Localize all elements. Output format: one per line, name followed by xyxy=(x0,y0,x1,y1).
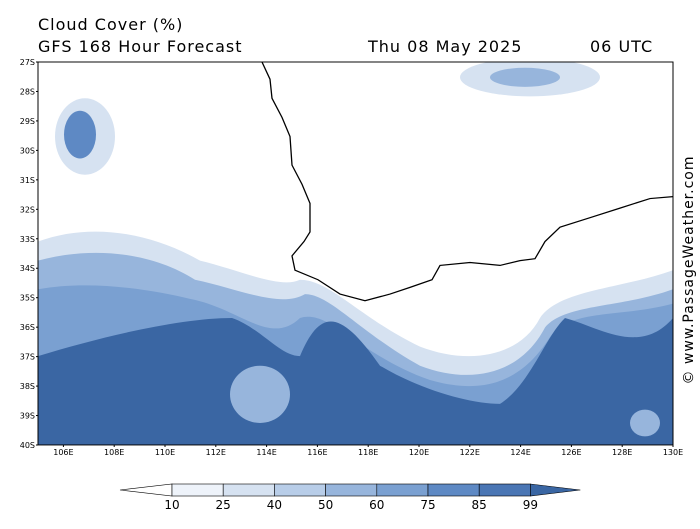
lat-label: 27S xyxy=(20,58,35,67)
lat-label: 30S xyxy=(20,146,35,155)
clouds xyxy=(38,61,673,445)
map-frame xyxy=(37,61,674,446)
lon-label: 120E xyxy=(409,448,429,457)
colorbar-bin xyxy=(376,483,429,497)
watermark: © www.PassageWeather.com xyxy=(681,155,697,384)
lon-label: 112E xyxy=(206,448,226,457)
date: Thu 08 May 2025 xyxy=(367,37,522,56)
lon-label: 114E xyxy=(256,448,276,457)
lat-label: 32S xyxy=(20,205,35,214)
colorbar-bin xyxy=(427,483,480,497)
lat-label: 33S xyxy=(20,235,35,244)
colorbar-label: 75 xyxy=(420,498,435,512)
colorbar-label: 50 xyxy=(318,498,333,512)
lat-label: 34S xyxy=(20,264,35,273)
colorbar-label: 85 xyxy=(472,498,487,512)
colorbar-bin xyxy=(478,483,531,497)
time: 06 UTC xyxy=(590,37,653,56)
colorbar-label: 60 xyxy=(369,498,384,512)
lat-label: 37S xyxy=(20,353,35,362)
lon-label: 108E xyxy=(104,448,124,457)
colorbar-label: 40 xyxy=(267,498,282,512)
lat-label: 40S xyxy=(20,441,35,450)
lon-label: 106E xyxy=(53,448,73,457)
lon-label: 128E xyxy=(612,448,632,457)
lat-label: 38S xyxy=(20,382,35,391)
coastline xyxy=(261,61,674,302)
title: Cloud Cover (%) xyxy=(38,15,183,34)
lon-label: 126E xyxy=(561,448,581,457)
colorbar-label: 10 xyxy=(164,498,179,512)
lat-label: 29S xyxy=(20,117,35,126)
lon-label: 130E xyxy=(663,448,683,457)
colorbar-bin xyxy=(171,483,224,497)
lon-label: 124E xyxy=(510,448,530,457)
colorbar-label: 25 xyxy=(216,498,231,512)
colorbar-label: 99 xyxy=(523,498,538,512)
colorbar-bin xyxy=(222,483,275,497)
lon-label: 122E xyxy=(460,448,480,457)
map xyxy=(37,61,674,446)
lat-label: 35S xyxy=(20,294,35,303)
colorbar-bin xyxy=(274,483,326,497)
lon-label: 116E xyxy=(307,448,327,457)
lon-label: 118E xyxy=(358,448,378,457)
lat-label: 31S xyxy=(20,176,35,185)
colorbar-high xyxy=(530,483,581,497)
colorbar-low xyxy=(119,483,173,497)
product: GFS 168 Hour Forecast xyxy=(38,37,243,56)
lon-label: 110E xyxy=(155,448,175,457)
lat-label: 39S xyxy=(20,412,35,421)
lat-label: 36S xyxy=(20,323,35,332)
colorbar-bin xyxy=(325,483,378,497)
lat-label: 28S xyxy=(20,87,35,96)
